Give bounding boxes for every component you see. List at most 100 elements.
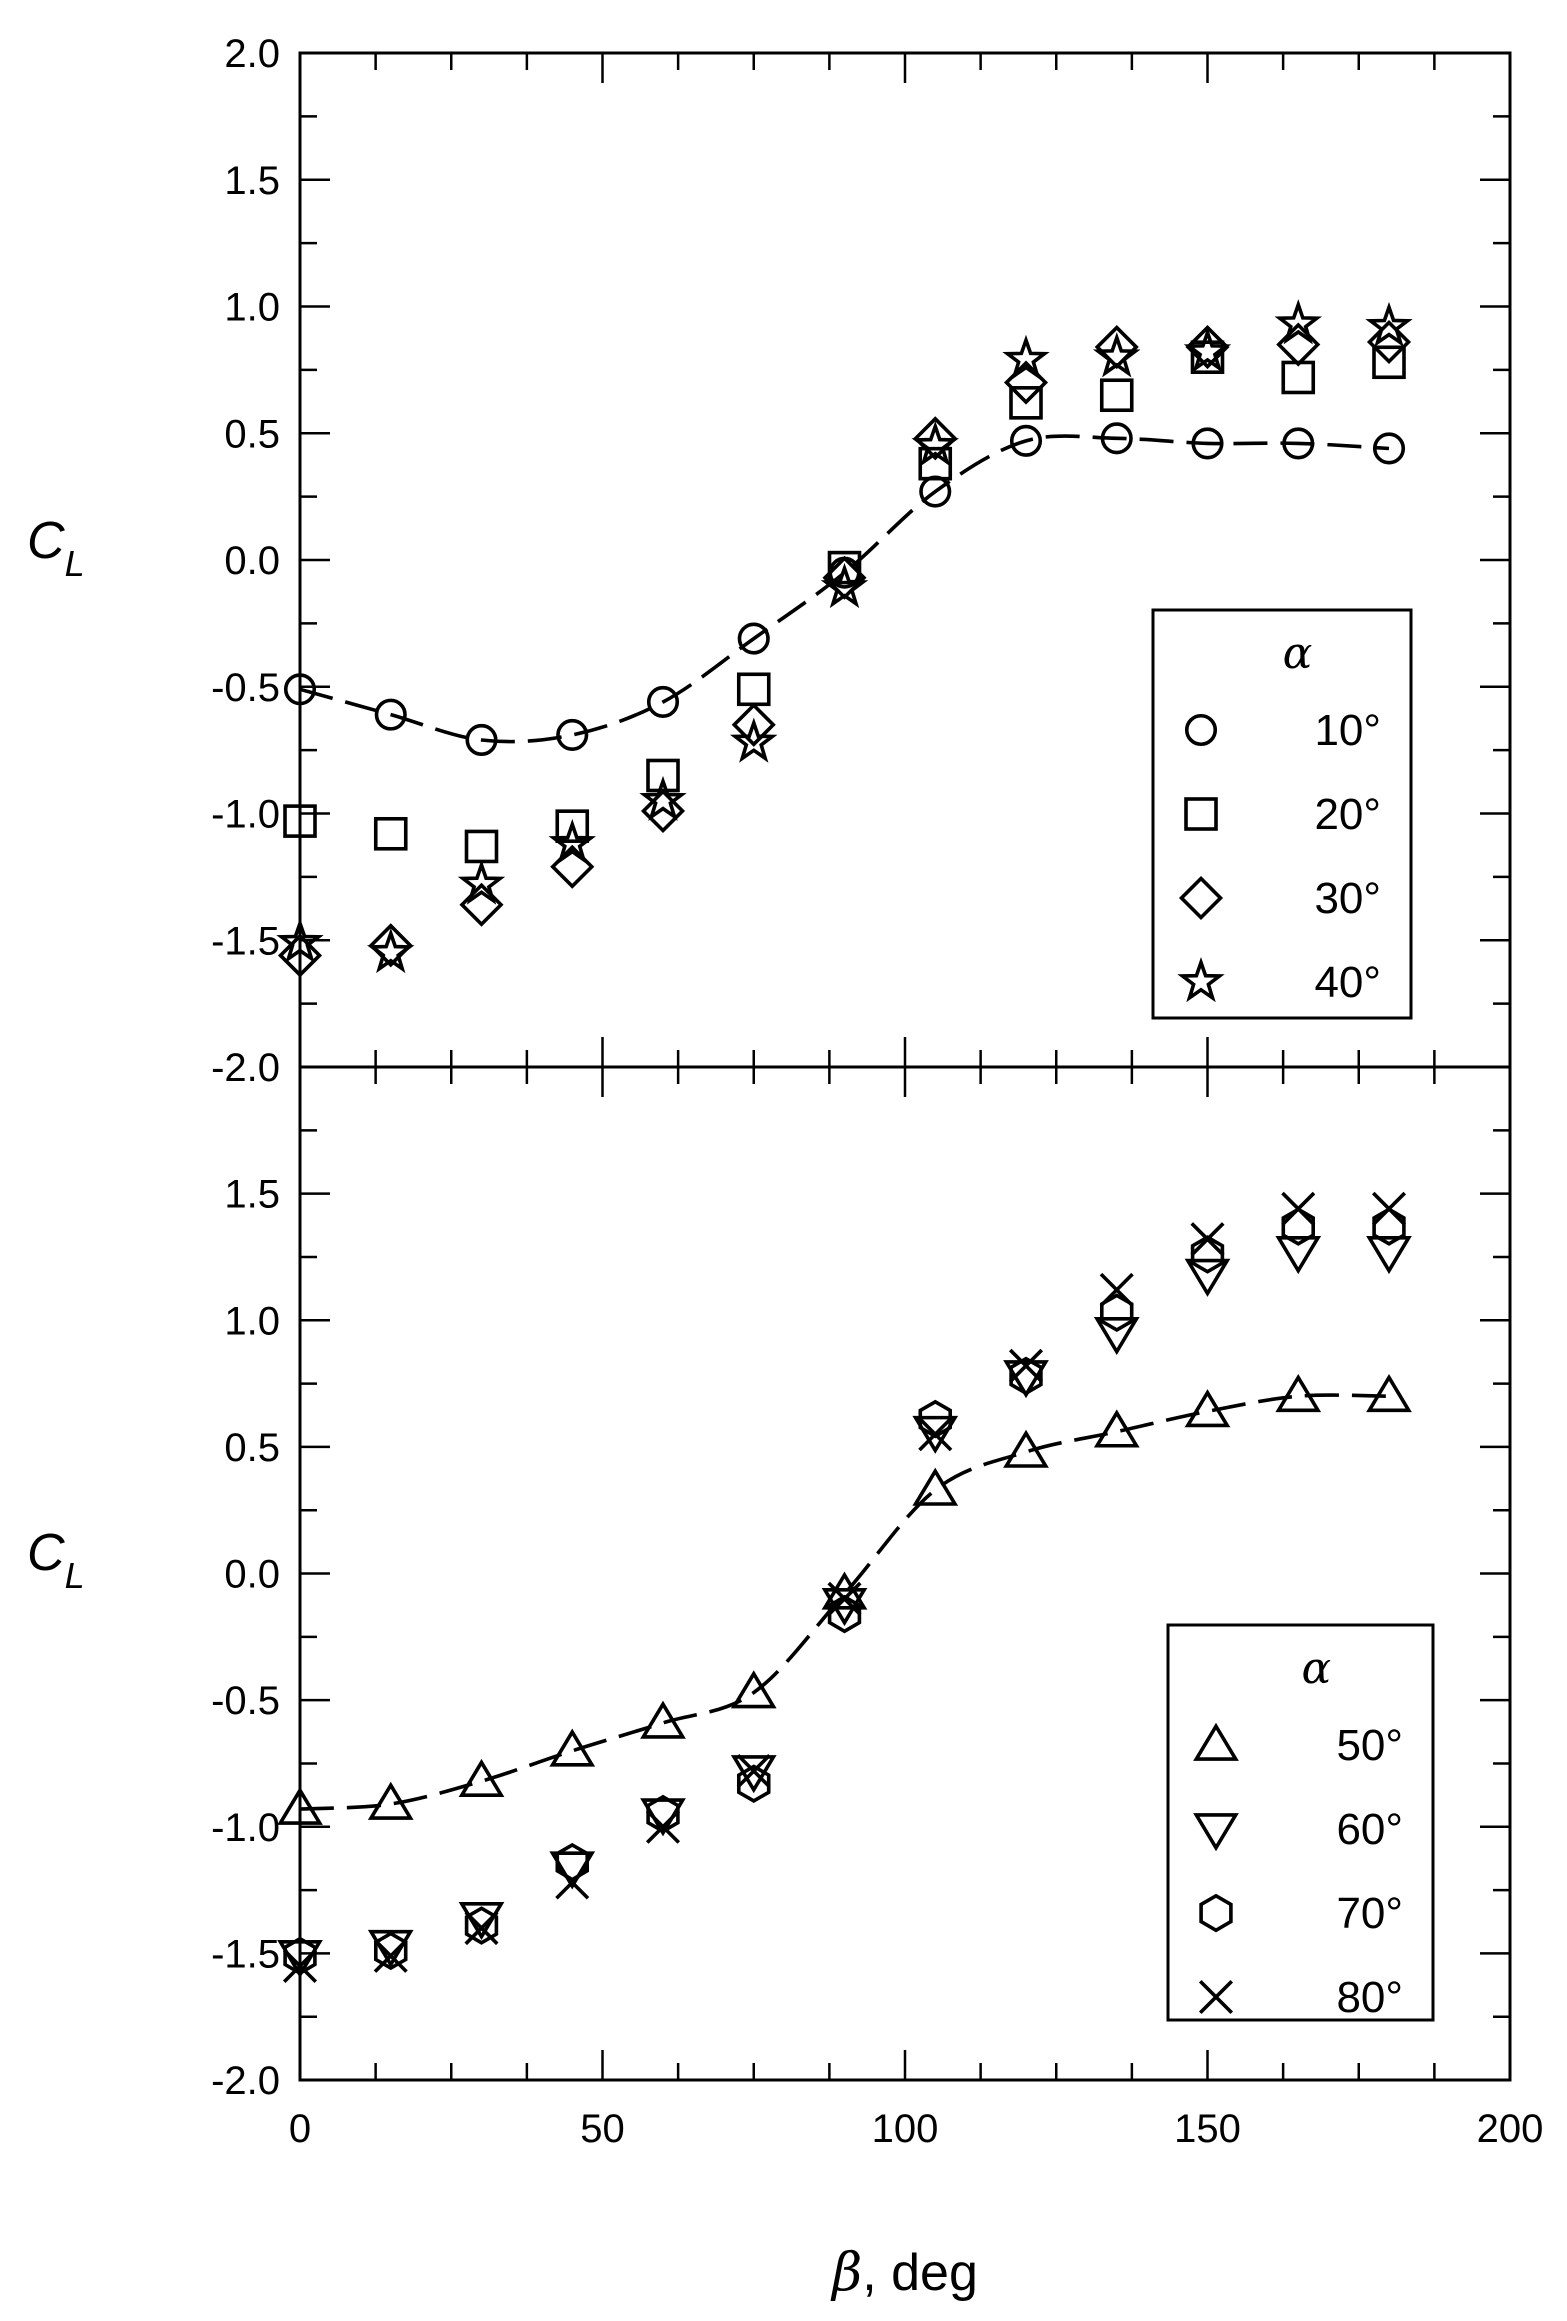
data-point [639, 775, 687, 822]
data-point [731, 702, 776, 747]
data-point [367, 1781, 414, 1820]
x-tick-label: 0 [289, 2107, 311, 2151]
data-point [640, 1700, 686, 1739]
y-tick-label: -2.0 [211, 1046, 280, 1090]
data-point [1281, 1207, 1315, 1246]
y-axis-title-sub: L [65, 1555, 85, 1596]
x-axis-title-rest: , deg [862, 2244, 978, 2302]
legend-marker [1178, 875, 1224, 921]
data-point [1003, 1360, 1049, 1399]
data-point [1184, 1258, 1231, 1297]
data-point [918, 446, 953, 481]
data-point [736, 1754, 771, 1789]
y-tick-label: 2.0 [224, 32, 280, 76]
y-tick-label: 1.0 [224, 1299, 280, 1343]
data-point [1366, 1373, 1412, 1413]
data-point [1003, 1429, 1049, 1468]
data-point [1275, 1373, 1322, 1413]
data-point [820, 562, 869, 609]
legend-marker [1177, 957, 1225, 1003]
legend-marker [1193, 1722, 1239, 1761]
x-axis-title-greek: β [830, 2243, 862, 2303]
y-axis-title: CL [27, 1524, 85, 1596]
legend-marker [1184, 797, 1218, 831]
data-point [283, 1936, 317, 1976]
data-point [640, 788, 686, 834]
data-point [1093, 1409, 1140, 1448]
data-point [1365, 301, 1413, 348]
data-point [1191, 427, 1224, 460]
data-point [1274, 299, 1322, 345]
legend-marker [1184, 713, 1218, 747]
data-point [1190, 1222, 1225, 1257]
data-point [1183, 327, 1232, 373]
data-point [1099, 1272, 1134, 1307]
data-point [646, 685, 680, 719]
data-point [276, 917, 324, 964]
legend-box [1151, 608, 1413, 1020]
data-point [1009, 386, 1043, 420]
data-point [464, 1906, 499, 1945]
data-point [1093, 1317, 1140, 1356]
y-tick-label: -1.5 [211, 1932, 280, 1976]
data-point [1190, 1235, 1225, 1274]
data-point [827, 1581, 862, 1616]
data-point [368, 923, 413, 968]
data-point [912, 1467, 959, 1506]
data-point [458, 1758, 505, 1798]
bottom-panel: -2.0 -1.5 -1.0 -0.5 0.0 0.5 1.0 1.5 0 50 100 150 200… [27, 1065, 1544, 2151]
fit-curve [299, 434, 1390, 744]
data-point [1009, 1356, 1043, 1396]
data-point [827, 1594, 862, 1634]
data-point [736, 672, 771, 707]
data-point [736, 1764, 771, 1803]
x-tick-label: 50 [580, 2107, 625, 2151]
y-tick-label: 1.5 [224, 1173, 280, 1217]
data-point [827, 550, 862, 585]
x-tick-label: 200 [1477, 2107, 1544, 2151]
data-point [465, 723, 498, 757]
data-point [918, 1417, 953, 1452]
data-point [549, 1728, 596, 1767]
x-tick-label: 150 [1174, 2107, 1241, 2151]
data-point [549, 1851, 596, 1890]
data-point [282, 1949, 318, 1984]
data-point [1184, 1389, 1231, 1428]
data-point [1100, 422, 1133, 455]
data-point [366, 927, 415, 974]
data-point [373, 1938, 408, 1973]
y-tick-label: -1.0 [211, 1806, 280, 1850]
data-point [1185, 325, 1230, 370]
data-point [1276, 322, 1321, 367]
legend-label: 40° [1314, 958, 1381, 1007]
data-point [1366, 319, 1412, 365]
data-point [277, 933, 323, 978]
data-point [1282, 427, 1315, 460]
data-point [1281, 360, 1316, 395]
data-point [283, 673, 317, 706]
y-axis-title-main: C [27, 1524, 65, 1582]
data-point [911, 420, 960, 467]
x-tick-label: 100 [872, 2107, 939, 2151]
data-point [737, 622, 770, 655]
y-tick-label: 0.0 [224, 539, 280, 583]
y-tick-label: -1.0 [211, 793, 280, 837]
data-point [1002, 334, 1050, 380]
data-point [730, 1670, 777, 1709]
data-point [555, 1842, 590, 1882]
data-point [912, 1415, 959, 1454]
y-tick-label: -0.5 [211, 1679, 280, 1723]
legend-title: α [1283, 628, 1313, 679]
legend-title: α [1302, 1643, 1332, 1694]
legend-label: 30° [1314, 874, 1381, 923]
y-tick-label: -1.5 [211, 919, 280, 963]
legend-label: 50° [1336, 1721, 1403, 1770]
data-point [729, 717, 778, 763]
legend-label: 10° [1314, 706, 1381, 755]
data-point [913, 416, 958, 461]
data-point [548, 818, 597, 865]
data-point [1372, 1207, 1406, 1246]
y-tick-label: 0.5 [224, 1426, 280, 1470]
data-point [1371, 1191, 1407, 1226]
